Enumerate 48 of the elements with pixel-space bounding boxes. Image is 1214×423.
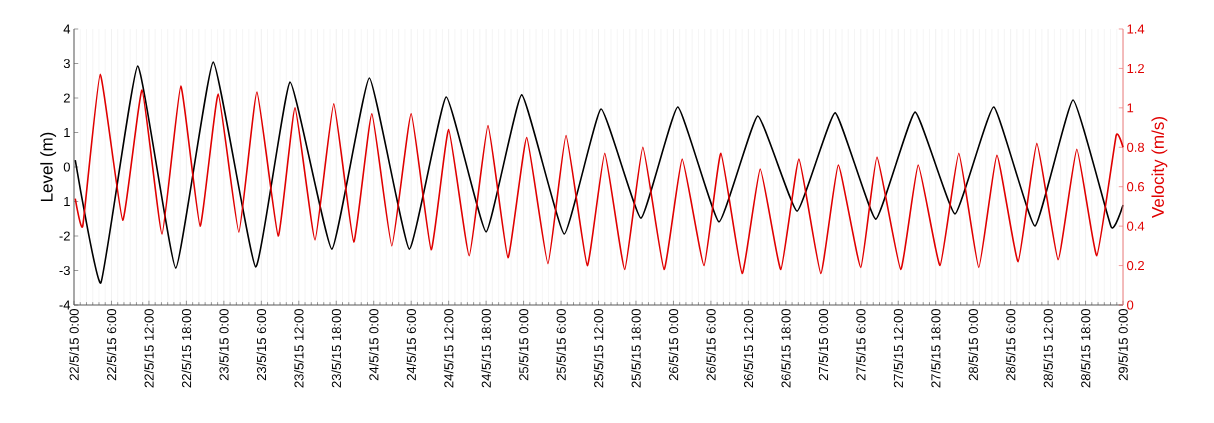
x-tick-label: 27/5/15 12:00 [893, 309, 904, 388]
y2-tick-label: 1.2 [1127, 63, 1144, 73]
x-tick-label: 22/5/15 0:00 [69, 309, 79, 381]
x-tick-label: 25/5/15 6:00 [556, 309, 566, 381]
y-tick-label: 0 [63, 162, 70, 172]
x-tick-label: 28/5/15 12:00 [1043, 309, 1053, 388]
x-tick-label: 24/5/15 0:00 [368, 309, 379, 381]
x-tick-label: 25/5/15 12:00 [593, 309, 604, 388]
y-tick-label: -2 [59, 231, 70, 241]
y-tick-label: 3 [63, 58, 70, 69]
x-tick-label: 23/5/15 6:00 [256, 309, 267, 381]
x-tick-label: 23/5/15 18:00 [331, 309, 342, 388]
y2-axis-title: Velocity (m/s) [1151, 117, 1168, 218]
y2-tick-label: 0 [1127, 300, 1134, 310]
x-tick-label: 22/5/15 18:00 [181, 309, 192, 388]
x-tick-label: 24/5/15 6:00 [406, 309, 416, 381]
x-tick-label: 28/5/15 18:00 [1080, 309, 1091, 388]
y-tick-label: 2 [63, 93, 70, 103]
x-tick-label: 27/5/15 6:00 [856, 309, 866, 381]
x-tick-label: 25/5/15 0:00 [518, 309, 529, 381]
x-tick-label: 24/5/15 18:00 [481, 309, 491, 388]
x-tick-label: 23/5/15 0:00 [219, 309, 229, 381]
x-tick-label: 23/5/15 12:00 [294, 309, 304, 388]
y2-tick-label: 0.4 [1127, 221, 1145, 231]
x-tick-label: 26/5/15 18:00 [781, 309, 791, 388]
y-tick-label: 4 [63, 24, 71, 34]
x-tick-label: 26/5/15 12:00 [743, 309, 754, 388]
x-tick-label: 28/5/15 0:00 [968, 309, 978, 381]
y-tick-label: -4 [59, 300, 71, 310]
y-axis-title: Level (m) [40, 132, 57, 202]
x-tick-label: 22/5/15 6:00 [106, 309, 117, 381]
x-tick-label: 25/5/15 18:00 [631, 309, 641, 388]
y-tick-label: 1 [64, 128, 70, 137]
y2-tick-label: 0.6 [1127, 182, 1145, 192]
x-tick-label: 24/5/15 12:00 [443, 309, 454, 388]
x-tick-label: 26/5/15 6:00 [706, 309, 716, 381]
x-tick-label: 28/5/15 6:00 [1005, 309, 1016, 381]
x-tick-label: 22/5/15 12:00 [144, 309, 154, 388]
x-tick-label: 26/5/15 0:00 [668, 309, 679, 381]
x-tick-label: 27/5/15 0:00 [818, 309, 829, 381]
y2-tick-label: 0.8 [1127, 142, 1145, 152]
y-tick-label: -3 [59, 265, 70, 276]
x-tick-label: 27/5/15 18:00 [930, 309, 941, 388]
y2-tick-label: 0.2 [1127, 260, 1144, 271]
y-tick-label: 1 [64, 197, 70, 206]
y2-tick-label: 1.4 [1127, 24, 1145, 34]
y2-tick-label: 1 [1127, 103, 1134, 113]
x-tick-label: 29/5/15 0:00 [1118, 309, 1128, 381]
